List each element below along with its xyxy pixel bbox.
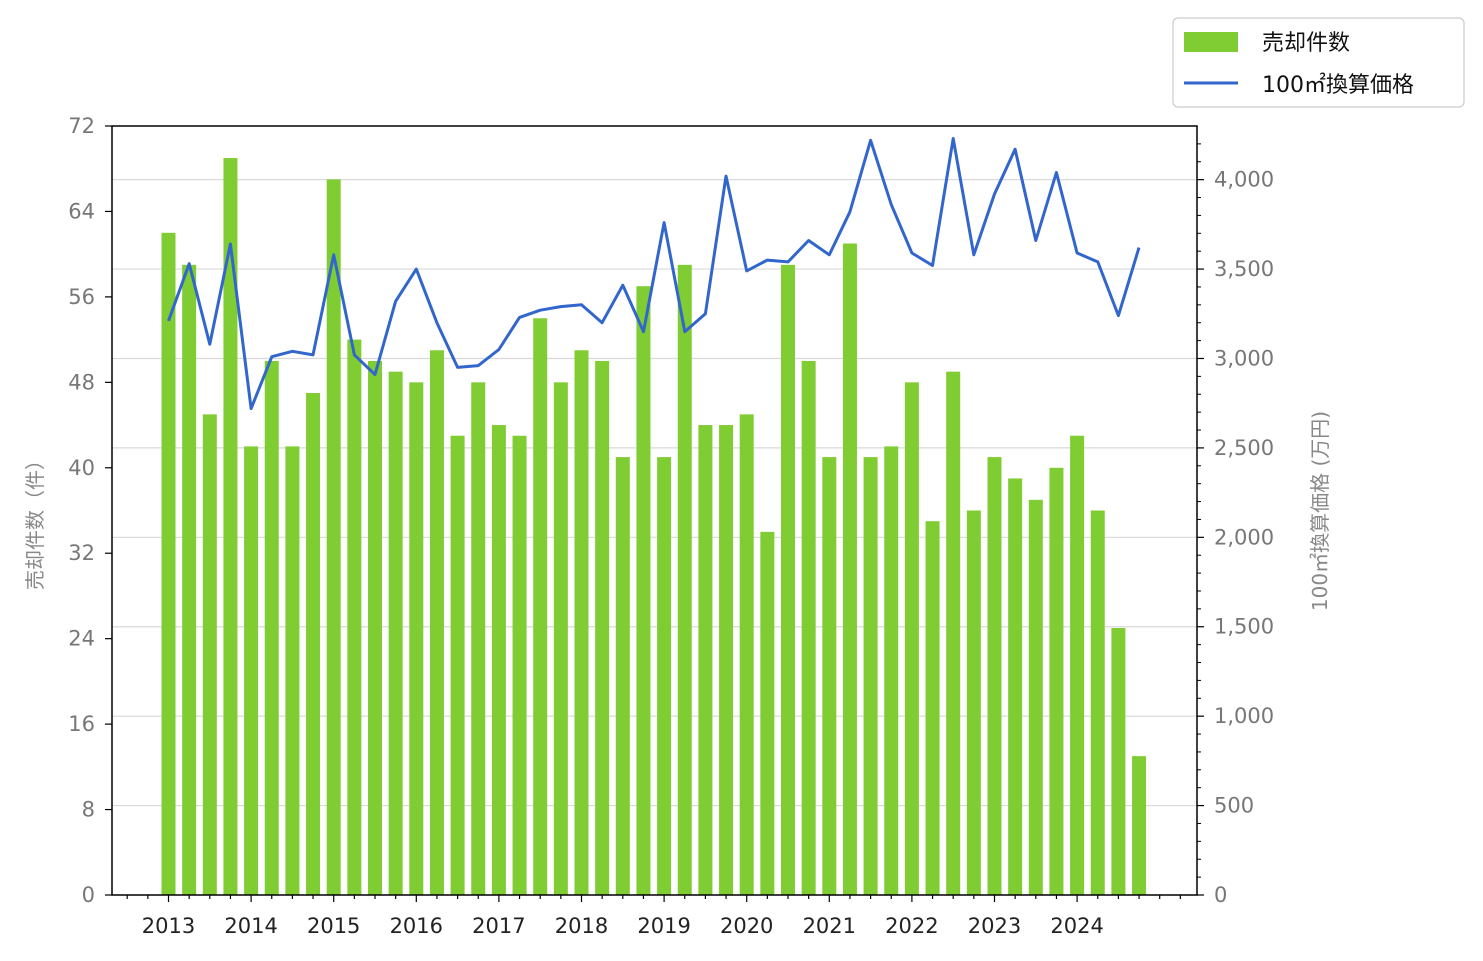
right-tick-label: 4,000 [1214,168,1274,192]
bar [636,286,651,895]
left-axis-label: 売却件数（件） [23,450,47,590]
right-tick-label: 3,000 [1214,346,1274,370]
bar [760,531,775,895]
right-tick-label: 1,000 [1214,704,1274,728]
bar-series [161,158,1147,896]
bar [512,435,527,895]
bar [615,457,630,895]
right-tick-label: 0 [1214,883,1227,907]
legend-bar-label: 売却件数 [1262,31,1350,56]
bar [657,457,672,895]
bar [595,360,610,895]
bar [574,350,589,896]
x-tick-label: 2023 [968,914,1021,938]
bar [966,510,981,895]
axes: 0 8 16 24 32 40 48 56 64 72 0 500 1,000 1,500 2,000 2,5… [68,114,1274,938]
bar [202,414,217,895]
bar [1008,478,1023,895]
bar [739,414,754,895]
bar [1132,756,1147,895]
bar [409,382,424,895]
left-tick-label: 32 [68,541,95,565]
right-tick-label: 1,500 [1214,615,1274,639]
x-tick-label: 2015 [307,914,360,938]
bar [491,425,506,895]
x-tick-label: 2021 [803,914,856,938]
bar [987,457,1002,895]
bar [863,457,878,895]
left-tick-label: 0 [82,883,95,907]
legend: 売却件数 100㎡換算価格 [1172,17,1465,108]
bar [925,521,940,895]
x-tick-label: 2018 [555,914,608,938]
right-axis-label: 100㎡換算価格 (万円) [1308,411,1332,611]
left-tick-label: 16 [68,712,95,736]
bar [1049,467,1064,895]
bar [285,446,300,895]
bar [182,264,197,895]
x-tick-label: 2019 [637,914,690,938]
x-tick-label: 2017 [472,914,525,938]
legend-frame [1172,17,1465,108]
line-series [167,137,1141,411]
legend-bar-swatch [1184,32,1238,52]
x-tick-label: 2016 [390,914,443,938]
bar [244,446,259,895]
legend-line-label: 100㎡換算価格 [1262,72,1414,98]
x-tick-label: 2022 [885,914,938,938]
left-tick-label: 48 [68,370,95,394]
bar [781,264,795,895]
bar [533,318,548,895]
price-line [167,137,1141,411]
left-tick-label: 40 [68,456,95,480]
bar [1111,627,1126,895]
left-tick-label: 64 [68,199,95,223]
bar [677,264,692,895]
right-tick-label: 500 [1214,794,1254,818]
bar [719,425,734,895]
bar [264,360,279,895]
bar [368,360,382,895]
right-tick-label: 2,500 [1214,436,1274,460]
right-tick-label: 2,000 [1214,525,1274,549]
x-tick-label: 2014 [224,914,277,938]
bar [388,371,403,895]
bar [1070,435,1085,895]
bar [946,371,961,895]
bar [326,179,341,895]
bar [347,339,362,896]
bar [223,158,238,895]
bar [904,382,919,895]
bar [842,243,857,896]
left-tick-label: 8 [82,798,95,822]
bar [553,382,568,895]
left-tick-label: 72 [68,114,95,138]
bar [1090,510,1105,895]
bar [450,435,465,895]
bar [429,350,444,896]
bar [698,425,713,895]
right-tick-label: 3,500 [1214,257,1274,281]
bar [884,446,899,895]
x-tick-label: 2024 [1050,914,1103,938]
bar [1028,499,1043,895]
bar [161,232,176,896]
left-tick-label: 56 [68,285,95,309]
bar [306,393,321,895]
bar [801,360,816,895]
x-tick-label: 2013 [142,914,195,938]
plot-frame [111,125,1198,896]
left-tick-label: 24 [68,627,95,651]
bar [471,382,486,895]
x-tick-label: 2020 [720,914,773,938]
bar [822,457,837,895]
